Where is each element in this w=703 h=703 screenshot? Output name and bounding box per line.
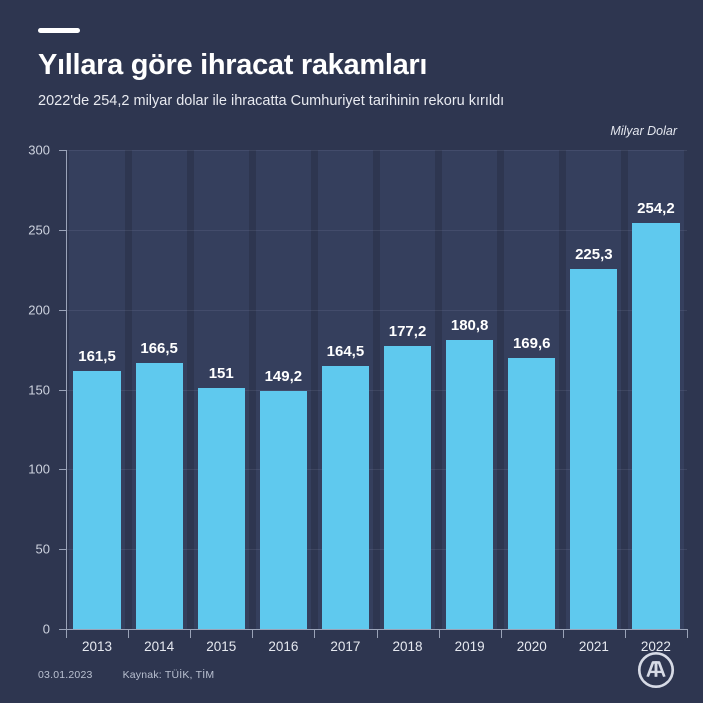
bar-2020[interactable] <box>508 358 556 629</box>
gridline <box>66 389 687 391</box>
gridline <box>66 309 687 311</box>
x-axis-label-2021: 2021 <box>578 639 609 654</box>
bar-2019[interactable] <box>446 340 494 629</box>
x-axis-tick <box>438 630 440 638</box>
y-axis-label: 150 <box>28 382 50 397</box>
footer-source: Kaynak: TÜİK, TİM <box>122 669 215 681</box>
page-subtitle: 2022'de 254,2 milyar dolar ile ihracatta… <box>38 93 505 109</box>
bar-2022[interactable] <box>632 223 680 629</box>
chart-footer: 03.01.2023 Kaynak: TÜİK, TİM <box>38 669 214 681</box>
x-axis-tick <box>66 630 67 638</box>
bar-2021[interactable] <box>570 269 618 629</box>
bar-2016[interactable] <box>259 390 307 629</box>
x-axis-tick <box>500 630 502 638</box>
x-axis-label-2013: 2013 <box>82 639 113 654</box>
x-axis-tick <box>252 630 254 638</box>
bar-2015[interactable] <box>197 387 245 629</box>
y-axis-label: 250 <box>28 222 50 238</box>
y-axis-line <box>66 150 67 630</box>
y-axis-tick <box>59 229 66 231</box>
bar-value-label: 169,6 <box>512 335 551 353</box>
gridline <box>66 469 687 471</box>
x-axis-label-2015: 2015 <box>206 639 237 654</box>
x-axis-tick <box>624 630 626 638</box>
y-axis-tick <box>59 150 66 151</box>
bar-2013[interactable] <box>73 371 121 629</box>
x-axis-tick <box>190 630 192 638</box>
bar-2014[interactable] <box>135 363 183 629</box>
anadolu-agency-logo-icon <box>637 651 675 689</box>
bar-value-label: 225,3 <box>575 246 613 264</box>
x-axis-label-2017: 2017 <box>330 639 361 654</box>
y-axis-label: 200 <box>28 302 50 318</box>
x-axis-label-2019: 2019 <box>454 639 485 654</box>
x-axis-tick <box>376 630 378 638</box>
bar-value-label: 166,5 <box>140 340 178 358</box>
y-axis-tick <box>59 629 66 630</box>
bar-value-label: 161,5 <box>78 348 116 366</box>
gridline <box>66 229 687 231</box>
x-axis-tick <box>562 630 564 638</box>
bar-2017[interactable] <box>321 366 370 629</box>
bar-value-label: 180,8 <box>450 317 489 335</box>
y-axis-tick <box>59 549 66 551</box>
x-axis-tick <box>687 630 688 638</box>
page-title: Yıllara göre ihracat rakamları <box>38 49 428 81</box>
y-axis-label: 50 <box>35 541 50 557</box>
x-axis-tick <box>128 630 130 638</box>
x-axis-line <box>66 629 688 630</box>
x-axis-label-2018: 2018 <box>392 639 423 654</box>
y-axis-tick <box>59 389 66 391</box>
y-axis-label: 0 <box>42 621 50 637</box>
y-axis-label: 300 <box>28 142 50 158</box>
chart-header: Yıllara göre ihracat rakamları 2022'de 2… <box>38 0 678 109</box>
title-accent-bar <box>38 28 80 33</box>
gridline <box>66 549 687 551</box>
y-axis-label: 100 <box>28 461 50 477</box>
bar-value-label: 254,2 <box>637 200 675 218</box>
bar-value-label: 151 <box>208 364 234 382</box>
gridline <box>66 150 687 151</box>
x-axis-label-2022: 2022 <box>640 639 671 654</box>
footer-date: 03.01.2023 <box>38 669 93 681</box>
y-axis-tick <box>59 469 66 471</box>
x-axis-tick <box>314 630 316 638</box>
bar-value-label: 149,2 <box>264 367 303 385</box>
y-axis-unit-label: Milyar Dolar <box>610 124 677 138</box>
bar-value-label: 177,2 <box>388 323 427 341</box>
bar-value-label: 164,5 <box>326 343 365 361</box>
bar-2018[interactable] <box>383 346 432 629</box>
x-axis-label-2016: 2016 <box>268 639 299 654</box>
x-axis-label-2020: 2020 <box>516 639 547 654</box>
x-axis-label-2014: 2014 <box>144 639 175 654</box>
plot-area <box>66 150 687 629</box>
y-axis-tick <box>59 309 66 311</box>
